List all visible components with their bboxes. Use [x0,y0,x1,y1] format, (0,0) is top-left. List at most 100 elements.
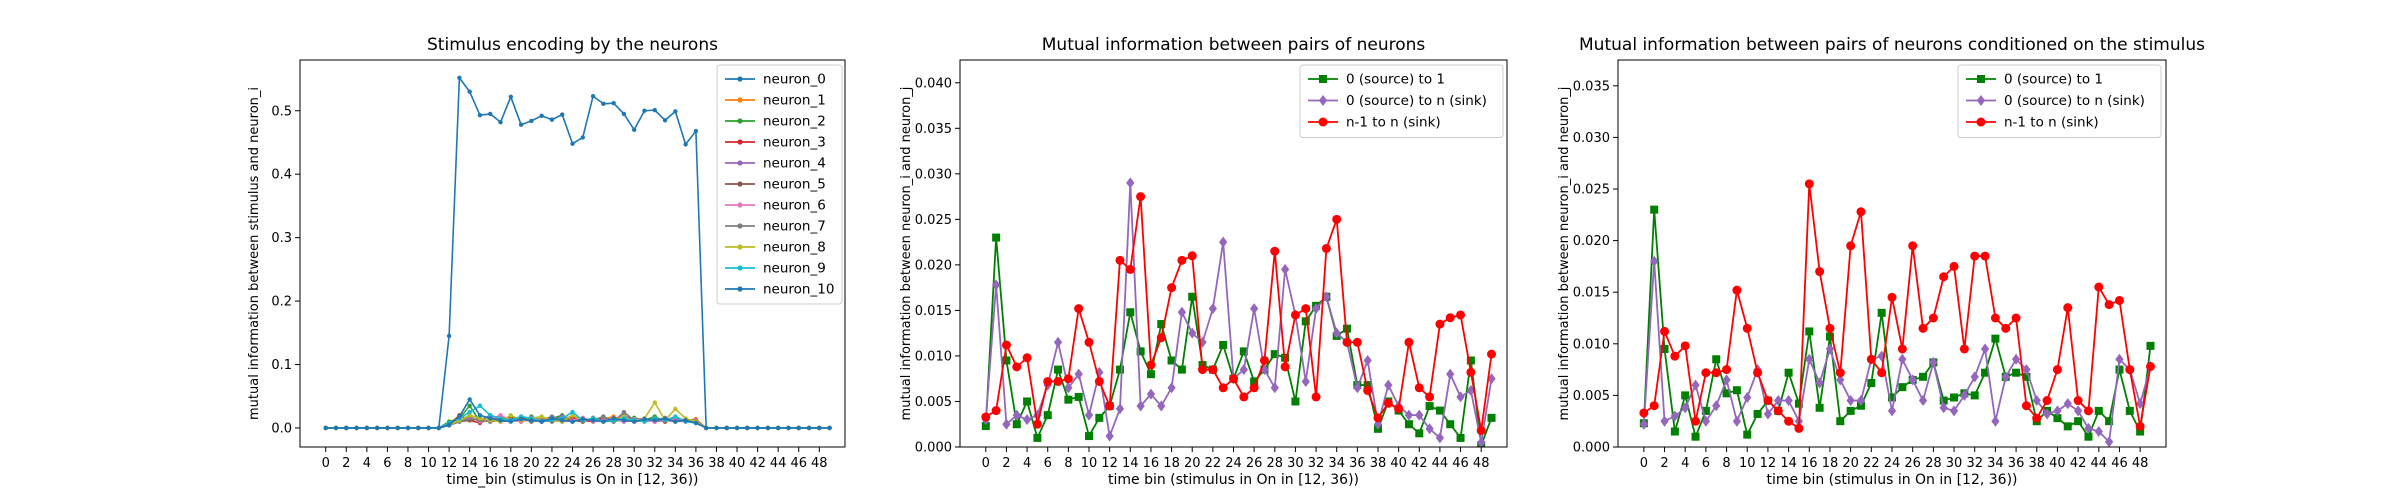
data-point [1250,303,1259,315]
x-tick-label: 2 [1002,456,1010,471]
series-neuron-9 [323,403,832,431]
data-point [1918,395,1928,407]
data-point [1373,413,1383,423]
data-point [1660,415,1669,427]
data-point [1415,429,1424,438]
legend-marker [1318,117,1328,127]
x-tick-label: 12 [1101,456,1118,471]
data-point [1856,395,1866,407]
legend-marker [737,265,743,271]
data-point [1722,389,1731,398]
y-tick-label: 0.000 [1573,441,1610,456]
data-point [1753,409,1762,418]
data-point [1908,241,1918,251]
data-point [991,406,1001,416]
data-point [1487,349,1497,359]
data-point [477,416,483,421]
data-point [693,420,699,426]
data-point [2074,417,2083,426]
data-point [1681,391,1690,400]
plot-area [981,177,1497,447]
data-point [2073,396,2083,406]
legend-marker [737,118,743,124]
data-point [1053,336,1063,348]
data-point [1177,255,1187,265]
data-point [673,419,678,424]
x-tick-label: 28 [1267,456,1284,471]
x-tick-label: 42 [2070,456,2087,471]
legend-label: 0 (source) to n (sink) [2004,93,2145,109]
legend-marker [737,76,743,82]
data-point [1311,392,1321,402]
data-point [477,413,483,418]
data-point [1660,326,1670,336]
data-point [2105,417,2114,426]
data-point [508,413,514,418]
data-point [601,414,606,419]
x-tick-label: 16 [1801,456,1818,471]
x-tick-label: 38 [1370,456,1387,471]
data-point [2104,300,2114,310]
data-point [374,425,380,431]
data-point [1342,337,1352,347]
data-point [1919,372,1928,381]
series-line [325,404,830,429]
data-point [1022,353,1032,363]
data-point [1763,408,1773,420]
legend-label: neuron_6 [763,198,826,214]
data-point [1156,333,1166,343]
y-tick-label: 0.040 [915,76,952,91]
legend-label: 0 (source) to 1 [2004,72,2103,88]
data-point [1301,304,1311,314]
data-point [1650,205,1659,214]
data-point [1712,355,1721,364]
data-point [2032,413,2042,423]
data-point [1343,324,1352,333]
y-tick-label: 0.005 [1573,389,1610,404]
x-tick-label: 14 [1122,456,1139,471]
legend-marker [737,160,743,166]
data-point [457,414,462,419]
data-point [1126,177,1135,189]
data-point [1022,414,1032,426]
data-point [1415,409,1424,421]
data-point [1105,430,1114,442]
data-point [1043,411,1052,420]
data-point [539,113,544,119]
data-point [1742,323,1752,333]
data-point [1125,264,1135,274]
chart-title: Stimulus encoding by the neurons [427,35,718,55]
data-point [1918,323,1928,333]
x-tick-label: 22 [1863,456,1880,471]
data-point [1887,292,1897,302]
data-point [2052,365,2062,375]
data-point [1363,381,1372,390]
data-point [570,413,575,418]
legend-label: neuron_4 [763,156,826,172]
x-tick-label: 4 [1023,456,1031,471]
data-point [1446,420,1455,429]
data-point [2114,295,2124,305]
chart-title: Mutual information between pairs of neur… [1579,35,2205,55]
data-point [683,142,688,147]
data-point [590,93,596,99]
series-0-source-to-1 [981,233,1496,447]
plot-area [323,75,832,431]
data-point [1701,406,1710,415]
chart-title: Mutual information between pairs of neur… [1042,35,1426,55]
data-point [1784,416,1794,426]
x-tick-label: 2 [342,456,350,471]
data-point [1435,432,1445,444]
data-point [1239,392,1249,402]
data-point [621,418,627,423]
data-point [1425,392,1435,402]
legend-label: neuron_9 [763,261,826,277]
data-point [642,108,647,113]
data-point [1435,319,1445,329]
y-axis-label: mutual information between neuron_i and … [899,87,914,421]
data-point [2063,398,2072,410]
data-point [1959,344,1969,354]
data-point [1187,251,1197,261]
data-point [549,117,555,122]
x-tick-label: 36 [688,456,705,471]
